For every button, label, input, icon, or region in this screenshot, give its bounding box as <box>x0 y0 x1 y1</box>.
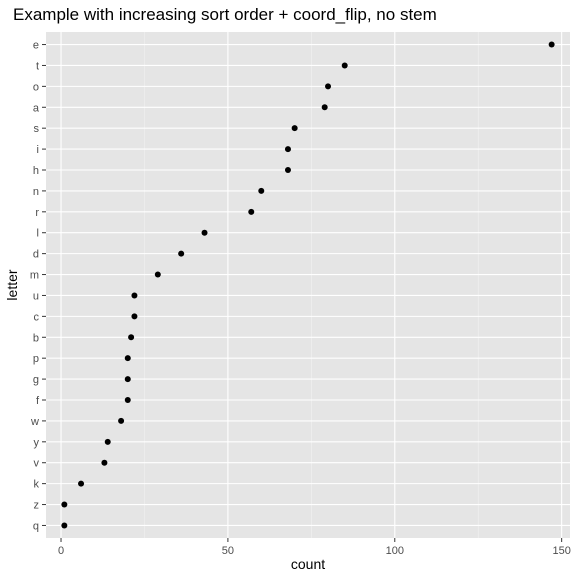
data-point-l <box>201 229 208 236</box>
y-tick-label-z: z <box>34 500 40 512</box>
data-point-d <box>178 250 185 257</box>
y-tick-label-y: y <box>34 437 40 449</box>
data-point-r <box>248 208 255 215</box>
y-tick-label-t: t <box>36 60 39 72</box>
x-tick-label: 150 <box>552 545 570 557</box>
data-point-p <box>124 355 131 362</box>
data-point-e <box>548 41 555 48</box>
x-axis-title: count <box>291 556 325 572</box>
data-point-t <box>341 62 348 69</box>
data-point-k <box>78 480 85 487</box>
plot-panel <box>46 32 570 538</box>
y-tick-label-r: r <box>35 207 39 219</box>
data-point-v <box>101 459 108 466</box>
x-tick-label: 50 <box>222 545 234 557</box>
y-tick-label-a: a <box>33 102 40 114</box>
data-point-o <box>325 83 332 90</box>
y-tick-label-w: w <box>30 416 39 428</box>
data-point-u <box>131 292 138 299</box>
y-tick-label-i: i <box>37 144 39 156</box>
x-tick-label: 100 <box>386 545 404 557</box>
data-point-h <box>284 167 291 173</box>
y-tick-label-v: v <box>34 458 40 470</box>
data-point-i <box>284 146 291 153</box>
data-point-a <box>321 104 328 111</box>
data-point-s <box>291 125 298 132</box>
data-point-g <box>124 376 131 383</box>
x-axis: 0 50 100 150 <box>58 538 571 557</box>
y-tick-label-m: m <box>30 270 39 282</box>
y-tick-label-q: q <box>33 520 39 532</box>
y-tick-label-l: l <box>37 228 39 240</box>
y-tick-label-o: o <box>33 81 39 93</box>
x-tick-label: 0 <box>58 545 64 557</box>
y-tick-label-d: d <box>33 249 39 261</box>
data-point-c <box>131 313 138 320</box>
y-tick-label-e: e <box>33 40 39 52</box>
data-point-w <box>118 417 125 424</box>
data-point-q <box>61 522 68 529</box>
grid-lines <box>46 32 570 538</box>
y-axis-title: letter <box>4 269 20 300</box>
data-point-n <box>258 187 265 194</box>
data-point-m <box>154 271 161 278</box>
y-tick-label-u: u <box>33 290 39 302</box>
y-tick-label-c: c <box>34 311 40 323</box>
y-tick-label-f: f <box>36 395 40 407</box>
y-tick-label-p: p <box>33 353 39 365</box>
data-point-z <box>61 501 68 508</box>
data-point-y <box>104 438 111 445</box>
data-point-f <box>124 397 131 403</box>
y-tick-label-g: g <box>33 374 39 386</box>
y-tick-label-b: b <box>33 332 39 344</box>
data-points <box>61 41 555 529</box>
data-point-b <box>128 334 135 341</box>
y-tick-label-k: k <box>34 479 40 491</box>
y-tick-label-h: h <box>33 165 39 177</box>
y-tick-label-s: s <box>34 123 40 135</box>
chart-title: Example with increasing sort order + coo… <box>13 5 437 24</box>
y-tick-label-n: n <box>33 186 39 198</box>
